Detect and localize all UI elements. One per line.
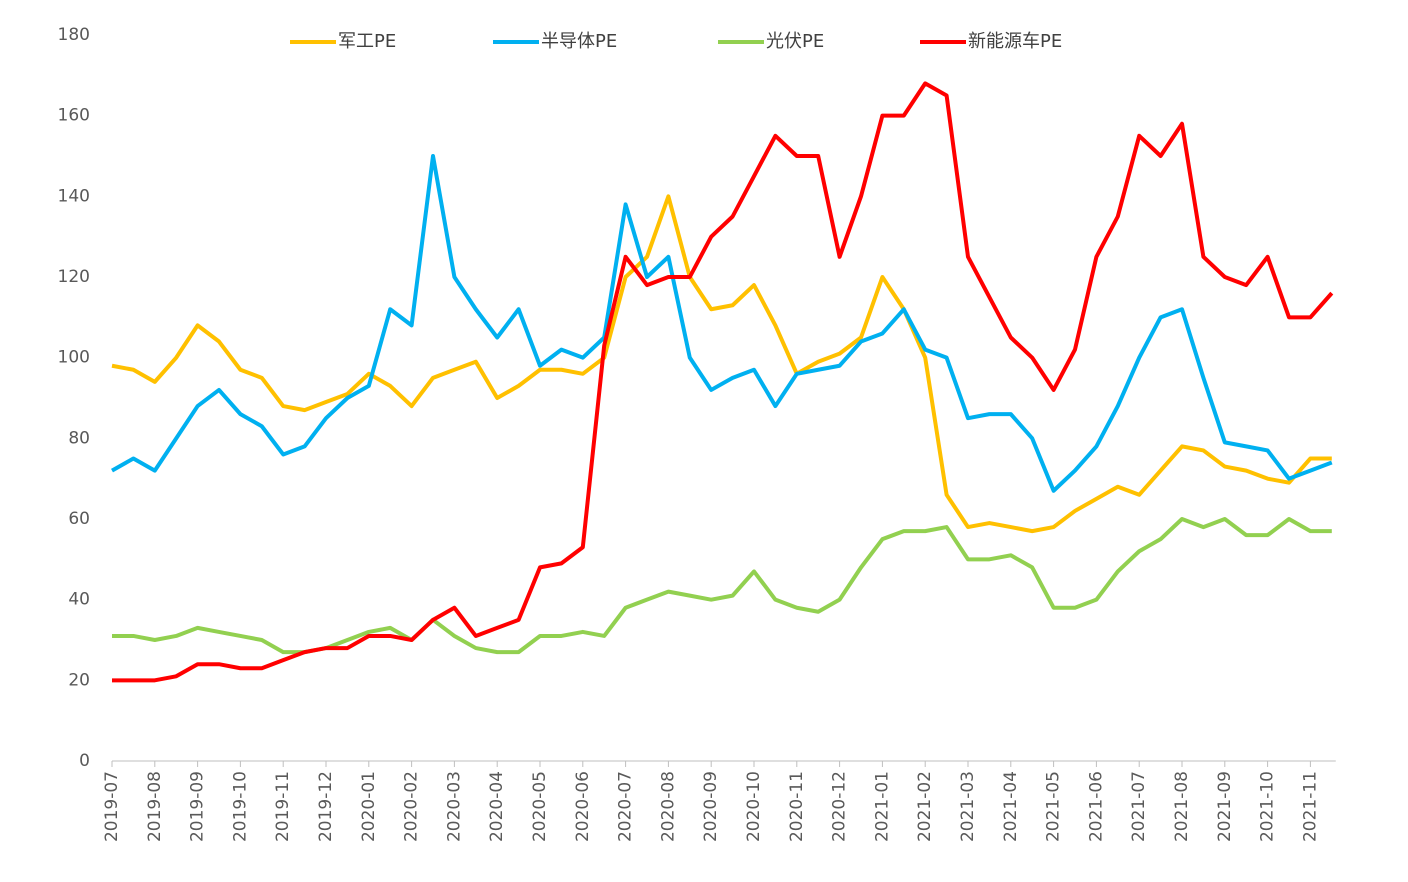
x-tick-label: 2020-11 [787, 771, 807, 842]
y-tick-label: 120 [58, 267, 90, 287]
x-tick-label: 2021-10 [1258, 771, 1278, 842]
x-tick-label: 2020-02 [402, 771, 422, 842]
x-tick-label: 2019-12 [316, 771, 336, 842]
legend-label: 军工PE [338, 31, 396, 52]
series-line [111, 194, 1332, 534]
x-tick-label: 2021-01 [872, 771, 892, 842]
y-tick-label: 60 [68, 509, 90, 529]
y-tick-label: 180 [58, 25, 90, 45]
x-tick-label: 2019-09 [188, 771, 208, 842]
y-tick-label: 140 [58, 186, 90, 206]
x-tick-label: 2021-04 [1001, 771, 1021, 842]
y-tick-label: 0 [79, 751, 90, 771]
legend-label: 新能源车PE [968, 31, 1062, 52]
x-tick-label: 2021-09 [1215, 771, 1235, 842]
x-tick-label: 2019-10 [230, 771, 250, 842]
series-line [111, 154, 1333, 493]
series-line [112, 81, 1334, 683]
legend-label: 光伏PE [766, 31, 824, 52]
x-tick-label: 2020-04 [487, 771, 507, 842]
x-tick-label: 2020-08 [658, 771, 678, 842]
y-tick-label: 100 [58, 348, 90, 368]
y-tick-label: 80 [68, 428, 90, 448]
y-tick-label: 20 [68, 670, 90, 690]
x-tick-label: 2020-12 [830, 771, 850, 842]
x-tick-label: 2021-06 [1086, 771, 1106, 842]
x-tick-label: 2021-11 [1300, 771, 1320, 842]
x-tick-label: 2021-07 [1129, 771, 1149, 842]
x-tick-label: 2019-11 [273, 771, 293, 842]
x-tick-label: 2020-05 [530, 771, 550, 842]
x-tick-label: 2021-03 [958, 771, 978, 842]
x-tick-label: 2021-05 [1044, 771, 1064, 842]
x-tick-label: 2020-09 [701, 771, 721, 842]
x-tick-label: 2019-08 [145, 771, 165, 842]
series-line [112, 517, 1332, 655]
x-tick-label: 2019-07 [102, 771, 122, 842]
x-tick-label: 2020-10 [744, 771, 764, 842]
x-tick-label: 2020-03 [444, 771, 464, 842]
x-tick-label: 2020-06 [573, 771, 593, 842]
legend-label: 半导体PE [541, 31, 617, 52]
x-tick-label: 2020-07 [616, 771, 636, 842]
y-tick-label: 160 [58, 106, 90, 126]
y-tick-label: 40 [68, 590, 90, 610]
x-tick-label: 2020-01 [359, 771, 379, 842]
x-tick-label: 2021-08 [1172, 771, 1192, 842]
x-tick-label: 2021-02 [915, 771, 935, 842]
